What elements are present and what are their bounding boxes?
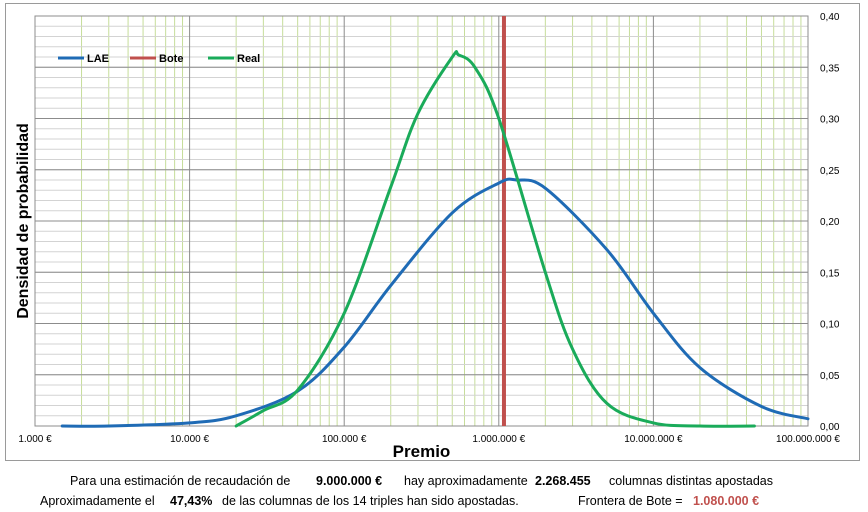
legend-label: LAE: [87, 53, 109, 65]
y-tick-label: 0,25: [820, 166, 840, 177]
x-tick-label: 100.000 €: [322, 434, 367, 445]
footer-text: Frontera de Bote =: [578, 494, 683, 508]
legend-label: Bote: [159, 53, 183, 65]
y-tick-label: 0,30: [820, 115, 840, 126]
x-axis-title: Premio: [393, 442, 451, 461]
y-tick-label: 0,40: [820, 12, 840, 23]
distinct-columns-count: 2.268.455: [535, 474, 591, 488]
x-tick-label: 100.000.000 €: [776, 434, 840, 445]
plot-border: [34, 15, 809, 427]
footer-text: columnas distintas apostadas: [609, 474, 773, 488]
footer-text: Aproximadamente el: [40, 494, 155, 508]
probability-density-chart: 1.000 € 10.000 € 100.000 € 1.000.000 € 10.00…: [15, 12, 840, 461]
footer-text: hay aproximadamente: [404, 474, 528, 488]
x-tick-label: 10.000.000 €: [624, 434, 683, 445]
series-line-real: [234, 50, 756, 428]
footer-text: Para una estimación de recaudación de: [70, 474, 291, 488]
columns-percentage: 47,43%: [170, 494, 213, 508]
y-tick-label: 0,15: [820, 268, 840, 279]
footer-text: de las columnas de los 14 triples han si…: [222, 494, 519, 508]
legend-label: Real: [237, 53, 260, 65]
y-tick-label: 0,00: [820, 422, 840, 433]
revenue-estimate: 9.000.000 €: [316, 474, 383, 488]
y-axis-title: Densidad de probabilidad: [15, 123, 32, 319]
y-tick-label: 0,20: [820, 217, 840, 228]
series-line-lae: [60, 177, 810, 428]
y-tick-label: 0,10: [820, 320, 840, 331]
y-tick-label: 0,35: [820, 63, 840, 74]
jackpot-threshold: 1.080.000 €: [693, 494, 760, 508]
x-tick-label: 10.000 €: [170, 434, 209, 445]
x-tick-label: 1.000 €: [18, 434, 52, 445]
y-tick-label: 0,05: [820, 371, 840, 382]
x-tick-label: 1.000.000 €: [472, 434, 525, 445]
